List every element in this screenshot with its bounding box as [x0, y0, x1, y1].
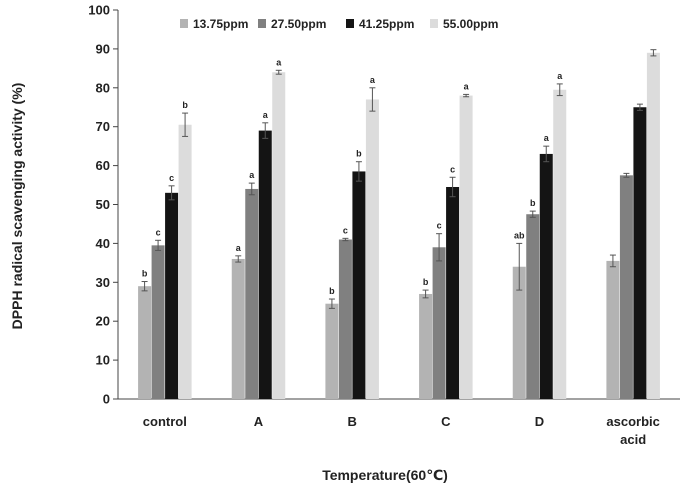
- bar: [619, 175, 633, 399]
- bar: [338, 239, 352, 399]
- significance-label: b: [329, 286, 335, 296]
- significance-label: a: [276, 57, 282, 67]
- x-tick-label: B: [347, 414, 356, 429]
- significance-label: a: [370, 75, 376, 85]
- y-tick-label: 50: [96, 197, 110, 212]
- bar: [512, 266, 526, 399]
- bar: [258, 130, 272, 399]
- bar: [365, 99, 379, 399]
- significance-label: c: [343, 225, 348, 235]
- legend-swatch: [180, 19, 188, 28]
- significance-label: b: [423, 277, 429, 287]
- legend-swatch: [258, 19, 266, 28]
- y-tick-label: 100: [88, 3, 110, 18]
- legend-label: 27.50ppm: [271, 17, 326, 31]
- bar: [646, 52, 660, 399]
- bar: [352, 171, 366, 399]
- y-tick-label: 40: [96, 236, 110, 251]
- legend-label: 41.25ppm: [359, 17, 414, 31]
- legend-swatch: [430, 19, 438, 28]
- bar: [178, 124, 192, 399]
- y-tick-label: 60: [96, 158, 110, 173]
- legend-swatch: [346, 19, 354, 28]
- significance-label: a: [249, 170, 255, 180]
- y-tick-label: 90: [96, 41, 110, 56]
- significance-label: b: [530, 198, 536, 208]
- bar: [419, 293, 433, 399]
- x-tick-label: ascorbic acid: [606, 414, 659, 447]
- bar: [231, 258, 245, 399]
- significance-label: c: [169, 173, 174, 183]
- bar: [151, 245, 165, 399]
- significance-label: c: [156, 227, 161, 237]
- bar: [526, 214, 540, 399]
- bar: [165, 192, 179, 399]
- x-tick-label: A: [254, 414, 264, 429]
- bar: [539, 153, 553, 399]
- x-axis-title: Temperature(60℃): [322, 467, 448, 483]
- y-axis-title: DPPH radical scavenging activity (%): [9, 83, 25, 330]
- bar: [272, 72, 286, 400]
- bar: [606, 260, 620, 399]
- bar: [138, 286, 152, 399]
- significance-label: c: [437, 221, 442, 231]
- legend: 13.75ppm 27.50ppm 41.25ppm 55.00ppm: [180, 17, 498, 31]
- y-tick-label: 10: [96, 353, 110, 368]
- significance-label: a: [544, 133, 550, 143]
- y-tick-label: 80: [96, 80, 110, 95]
- significance-label: a: [263, 110, 269, 120]
- y-tick-label: 20: [96, 314, 110, 329]
- legend-label: 13.75ppm: [193, 17, 248, 31]
- legend-label: 55.00ppm: [443, 17, 498, 31]
- significance-label: a: [236, 243, 242, 253]
- significance-label: b: [142, 269, 148, 279]
- y-tick-label: 70: [96, 119, 110, 134]
- bar: [459, 95, 473, 399]
- y-tick-label: 0: [103, 392, 110, 407]
- bar: [553, 89, 567, 400]
- bar: [446, 186, 460, 399]
- significance-label: b: [356, 149, 362, 159]
- significance-label: c: [450, 164, 455, 174]
- x-tick-label: control: [143, 414, 187, 429]
- significance-label: ab: [514, 230, 525, 240]
- y-tick-label: 30: [96, 275, 110, 290]
- bar: [245, 188, 259, 399]
- significance-label: a: [557, 71, 563, 81]
- significance-label: b: [182, 100, 188, 110]
- x-tick-label: C: [441, 414, 451, 429]
- significance-label: a: [464, 81, 470, 91]
- bar: [633, 107, 647, 399]
- bar: [325, 303, 339, 399]
- x-tick-label: D: [535, 414, 544, 429]
- bar: [432, 247, 446, 399]
